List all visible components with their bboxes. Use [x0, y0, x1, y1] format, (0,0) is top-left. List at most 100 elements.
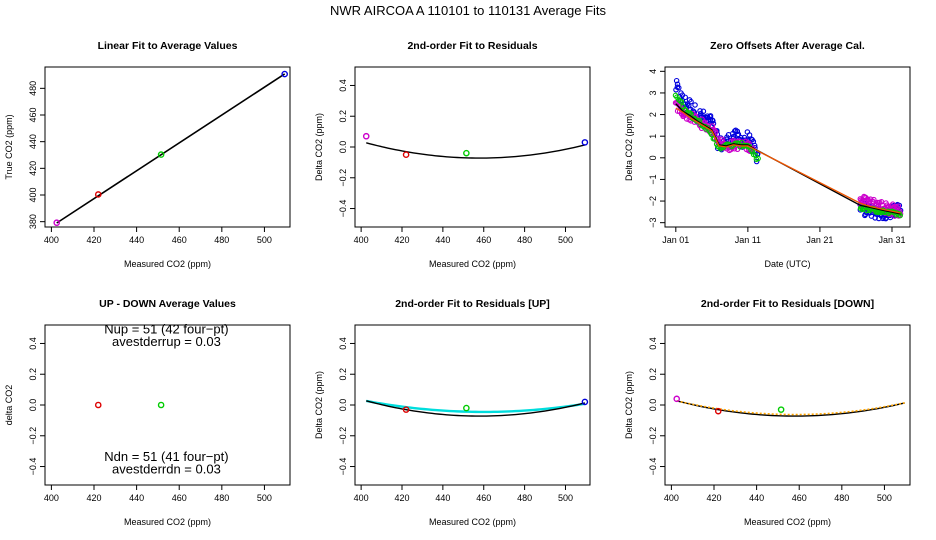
y-axis-label: Delta CO2 (ppm)	[624, 113, 634, 181]
y-tick-label: −3	[648, 218, 658, 228]
band-point	[688, 98, 694, 105]
band-point	[709, 123, 716, 129]
data-point	[281, 70, 288, 78]
x-axis: 400 420 440 460 480 500	[44, 485, 272, 503]
x-tick-label: Jan 11	[735, 235, 761, 245]
band-point	[871, 196, 877, 203]
y-axis-label: Delta CO2 (ppm)	[624, 371, 634, 439]
x-tick-label: 440	[749, 493, 764, 503]
y-tick-label: 3	[648, 90, 658, 95]
y-tick-label: 0.0	[338, 141, 348, 154]
x-axis-label: Measured CO2 (ppm)	[429, 517, 516, 527]
y-tick-label: −0.4	[338, 458, 348, 476]
y-axis-label: delta CO2	[4, 385, 14, 426]
fit-line	[675, 103, 901, 215]
x-tick-label: 400	[354, 235, 369, 245]
chart-title: UP - DOWN Average Values	[99, 298, 236, 310]
data-point	[53, 219, 61, 227]
annotation: Ndn = 51 (41 four−pt)	[104, 449, 228, 464]
x-tick-label: 500	[257, 493, 272, 503]
y-tick-label: −0.4	[28, 458, 38, 476]
x-tick-label: 460	[476, 235, 491, 245]
y-tick-label: −2	[648, 196, 658, 206]
y-tick-label: 0.0	[28, 399, 38, 412]
y-tick-label: 1	[648, 134, 658, 139]
chart-p6: 2nd-order Fit to Residuals [DOWN]400 420 4…	[624, 298, 911, 527]
x-tick-label: 460	[476, 493, 491, 503]
band-point	[755, 155, 761, 162]
x-axis: 400 420 440 460 480 500	[354, 485, 573, 503]
x-tick-label: 480	[834, 493, 849, 503]
data-point	[581, 398, 589, 406]
annotation: avestderrup = 0.03	[112, 334, 221, 349]
data-point	[402, 151, 410, 158]
chart-title: Linear Fit to Average Values	[98, 40, 238, 52]
band-point	[700, 108, 707, 115]
x-tick-label: 480	[214, 493, 229, 503]
fit-line	[675, 107, 901, 214]
data-point	[94, 191, 102, 198]
annotation: Nup = 51 (42 four−pt)	[104, 321, 228, 336]
y-axis: −0.4 −0.2 0.0 0.2 0.4	[28, 337, 45, 475]
x-tick-label: 440	[435, 493, 450, 503]
figure-title: NWR AIRCOA A 110101 to 110131 Average Fi…	[330, 3, 607, 18]
y-tick-label: 440	[28, 134, 38, 149]
band-point	[673, 77, 680, 84]
y-tick-label: 0.0	[648, 399, 658, 412]
x-tick-label: 420	[394, 235, 409, 245]
y-tick-label: 2	[648, 112, 658, 117]
data-point	[94, 401, 102, 409]
y-tick-label: 4	[648, 69, 658, 74]
band-point	[678, 99, 685, 105]
x-tick-label: 460	[792, 493, 807, 503]
chart-title: 2nd-order Fit to Residuals	[407, 40, 537, 52]
x-axis-label: Measured CO2 (ppm)	[429, 259, 516, 269]
y-tick-label: 380	[28, 214, 38, 229]
x-tick-label: 480	[517, 235, 532, 245]
y-axis: −3 −2 −1 0 1 2 3 4	[648, 69, 665, 228]
fit-curve	[676, 400, 905, 417]
data-point	[673, 395, 681, 403]
x-tick-label: 500	[558, 235, 573, 245]
data-point	[463, 404, 470, 412]
y-tick-label: −0.2	[648, 427, 658, 445]
x-tick-label: 420	[86, 235, 101, 245]
band-point	[682, 94, 688, 101]
y-tick-label: 0.2	[648, 368, 658, 381]
x-tick-label: 440	[129, 493, 144, 503]
x-tick-label: 400	[44, 235, 59, 245]
x-axis: Jan 01 Jan 11 Jan 21 Jan 31	[662, 227, 906, 245]
x-tick-label: Jan 01	[662, 235, 689, 245]
x-tick-label: 400	[664, 493, 679, 503]
y-tick-label: −0.2	[338, 169, 348, 187]
plot-frame	[664, 66, 911, 228]
y-tick-label: −1	[648, 174, 658, 184]
x-tick-label: 420	[706, 493, 721, 503]
y-tick-label: 0.4	[28, 337, 38, 350]
plot-frame	[664, 324, 911, 486]
x-axis-label: Date (UTC)	[764, 259, 810, 269]
band-point	[731, 128, 738, 134]
x-tick-label: 500	[558, 493, 573, 503]
y-tick-label: 0.2	[338, 368, 348, 381]
band-point	[719, 136, 725, 143]
x-axis: 400 420 440 460 480 500	[354, 227, 573, 245]
annotation: avestderrdn = 0.03	[112, 461, 221, 476]
x-tick-label: 440	[129, 235, 144, 245]
y-tick-label: 0	[648, 155, 658, 160]
data-point	[463, 149, 470, 157]
x-axis-label: Measured CO2 (ppm)	[744, 517, 831, 527]
x-tick-label: 400	[44, 493, 59, 503]
plot-frame	[354, 66, 591, 228]
x-axis-label: Measured CO2 (ppm)	[124, 259, 211, 269]
x-axis: 400 420 440 460 480 500	[44, 227, 272, 245]
y-tick-label: 0.4	[338, 337, 348, 350]
band-point	[676, 85, 682, 91]
chart-p1: Linear Fit to Average Values 400 420 440 460…	[4, 40, 291, 269]
fit-curve	[366, 142, 586, 159]
y-tick-label: 400	[28, 187, 38, 202]
x-tick-label: Jan 21	[806, 235, 833, 245]
y-tick-label: 0.4	[338, 79, 348, 92]
data-bands	[672, 77, 904, 222]
data-point	[157, 401, 165, 409]
